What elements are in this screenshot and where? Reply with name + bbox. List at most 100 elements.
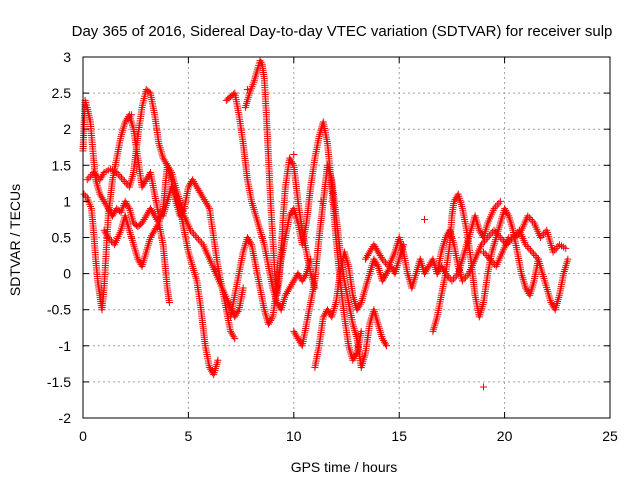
data-point (230, 333, 238, 341)
data-point (442, 234, 450, 241)
data-point (324, 306, 332, 314)
data-point (490, 226, 498, 234)
data-point (381, 271, 389, 279)
data-point (247, 239, 255, 247)
data-point (489, 259, 497, 267)
data-point (191, 179, 199, 187)
data-point (453, 271, 461, 279)
data-point (372, 244, 380, 252)
data-point (287, 282, 295, 290)
data-point (107, 237, 115, 245)
data-point (377, 253, 385, 261)
data-point (451, 273, 459, 281)
data-point (164, 163, 172, 171)
data-point (143, 174, 151, 182)
data-point (458, 277, 466, 285)
data-point (146, 205, 154, 213)
data-point (536, 234, 544, 241)
data-point (524, 212, 532, 220)
data-point (256, 57, 264, 65)
data-point (80, 190, 88, 198)
data-point (498, 235, 506, 243)
data-point (214, 356, 222, 364)
data-point (388, 264, 396, 272)
data-point (202, 199, 210, 207)
data-point (527, 215, 535, 223)
data-point (490, 205, 498, 213)
y-tick-label: 0 (63, 266, 71, 282)
data-point (83, 176, 91, 184)
data-point (482, 235, 490, 243)
data-point (290, 277, 298, 285)
data-point (516, 228, 524, 236)
data-point (122, 199, 130, 207)
data-point (122, 116, 130, 124)
data-point (121, 178, 129, 186)
data-point (159, 154, 167, 162)
data-point (121, 197, 129, 205)
data-point (195, 187, 203, 195)
data-point (163, 161, 171, 169)
data-point (151, 226, 159, 234)
data-point (135, 257, 143, 265)
data-point (117, 174, 125, 182)
data-point (266, 318, 274, 326)
y-tick-label: -1 (59, 338, 72, 354)
data-point (462, 273, 470, 281)
data-point (191, 232, 199, 240)
data-point (526, 246, 534, 254)
data-point (152, 224, 160, 232)
data-point (538, 232, 546, 240)
y-tick-label: 0.5 (52, 230, 72, 246)
data-point (246, 237, 254, 245)
data-point (121, 118, 129, 126)
data-point (366, 248, 374, 256)
data-point (192, 181, 200, 189)
y-tick-label: -1.5 (47, 374, 71, 390)
data-point (522, 284, 530, 292)
data-point (200, 196, 208, 204)
data-point (298, 277, 306, 285)
data-point (525, 244, 533, 252)
data-point (420, 215, 428, 223)
data-point (143, 210, 151, 218)
data-point (485, 232, 493, 240)
data-point (91, 170, 99, 178)
data-point (451, 196, 459, 204)
data-point (533, 253, 541, 261)
x-tick-label: 0 (79, 428, 87, 444)
data-point (481, 250, 489, 258)
data-point (378, 255, 386, 263)
data-point (426, 261, 434, 269)
x-axis-label: GPS time / hours (291, 459, 398, 475)
data-point (463, 271, 471, 279)
data-point (289, 159, 297, 167)
data-point (98, 194, 106, 202)
data-point (113, 169, 121, 177)
data-point (562, 244, 570, 252)
data-point (185, 181, 193, 189)
data-point (379, 275, 387, 283)
data-point (300, 273, 308, 281)
data-point (371, 257, 379, 265)
data-point (493, 230, 501, 238)
data-point (165, 298, 173, 306)
data-point (114, 170, 122, 178)
data-point (554, 243, 562, 251)
data-point (97, 192, 105, 200)
data-point (291, 275, 299, 283)
data-point (148, 206, 156, 214)
data-point (234, 308, 242, 316)
data-point (380, 273, 388, 281)
data-point (292, 331, 300, 339)
data-point (481, 237, 489, 245)
data-point (152, 214, 160, 222)
data-point (487, 230, 495, 238)
data-point (199, 194, 207, 202)
data-point (103, 232, 111, 240)
data-point (551, 246, 559, 254)
data-point (486, 255, 494, 263)
data-point (104, 234, 112, 241)
data-point (378, 277, 386, 285)
